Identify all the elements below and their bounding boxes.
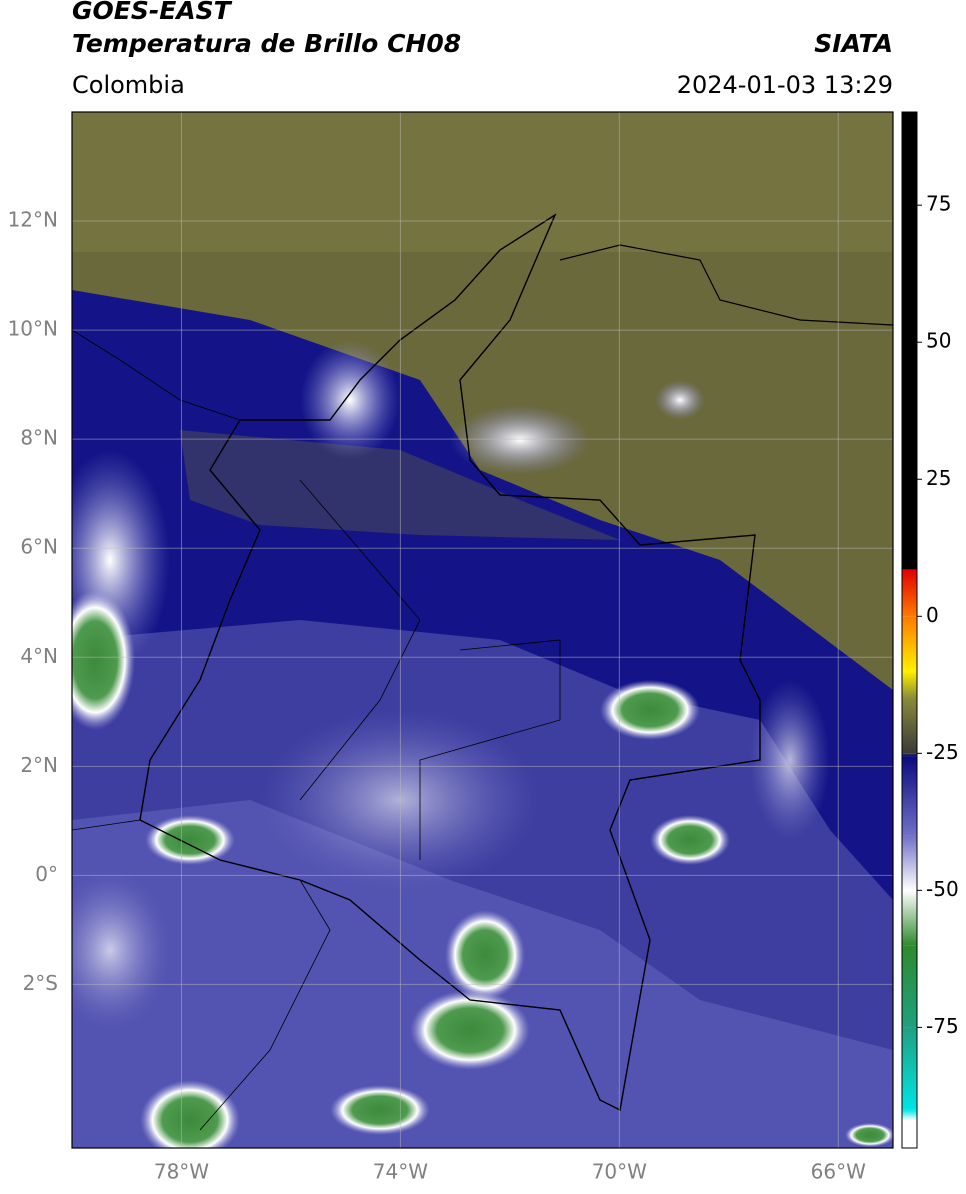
title: GOES-EAST	[72, 0, 233, 25]
colorbar-segment	[902, 1027, 917, 1110]
colorbar-segment	[902, 756, 917, 836]
colorbar-segment	[902, 698, 917, 754]
colorbar-segment	[902, 616, 917, 672]
colorbar-segment	[902, 945, 917, 1028]
y-tick-label: 12°N	[8, 208, 58, 232]
x-tick-label: 74°W	[373, 1160, 428, 1184]
colorbar-tick-label: 0	[926, 603, 939, 627]
map-frame	[71, 111, 894, 1149]
colorbar-segment	[902, 671, 917, 699]
y-tick-label: 2°S	[23, 971, 58, 995]
colorbar-tick-label: -25	[926, 740, 959, 764]
y-tick-label: 8°N	[20, 426, 58, 450]
colorbar-segment	[902, 890, 917, 946]
colorbar-segment	[902, 1109, 917, 1121]
colorbar-tick-label: -75	[926, 1014, 959, 1038]
colorbar-segment	[902, 569, 917, 617]
subtitle: Temperatura de Brillo CH08	[72, 29, 461, 58]
colorbar-segment	[902, 1120, 917, 1148]
colorbar-segment	[902, 835, 917, 891]
colorbar-tick-label: -50	[926, 877, 959, 901]
y-tick-label: 4°N	[20, 644, 58, 668]
colorbar-segment	[902, 112, 917, 570]
y-tick-label: 0°	[35, 862, 58, 886]
y-tick-label: 6°N	[20, 535, 58, 559]
source: SIATA	[814, 29, 893, 58]
region: Colombia	[72, 71, 185, 99]
x-tick-label: 78°W	[154, 1160, 209, 1184]
colorbar-segment	[902, 753, 917, 757]
colorbar-tick-label: 50	[926, 329, 951, 353]
satellite-image	[72, 112, 893, 1148]
x-tick-label: 70°W	[592, 1160, 647, 1184]
x-tick-label: 66°W	[811, 1160, 866, 1184]
colorbar-tick-label: 75	[926, 192, 951, 216]
colorbar-tick-label: 25	[926, 466, 951, 490]
y-tick-label: 2°N	[20, 753, 58, 777]
datetime: 2024-01-03 13:29	[677, 71, 893, 99]
colorbar-frame	[901, 111, 918, 1149]
y-tick-label: 10°N	[8, 317, 58, 341]
